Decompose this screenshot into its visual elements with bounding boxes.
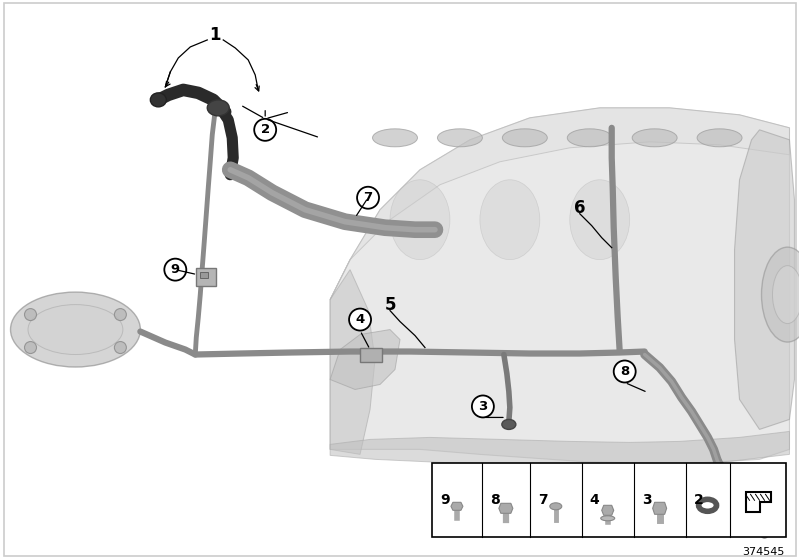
Circle shape — [472, 395, 494, 417]
Ellipse shape — [567, 129, 612, 147]
Ellipse shape — [207, 100, 230, 116]
Ellipse shape — [601, 516, 614, 521]
Text: 9: 9 — [440, 493, 450, 507]
Circle shape — [114, 342, 126, 353]
Ellipse shape — [502, 419, 516, 430]
Circle shape — [164, 259, 186, 281]
Text: 8: 8 — [620, 365, 630, 378]
Ellipse shape — [502, 129, 547, 147]
Ellipse shape — [697, 129, 742, 147]
Circle shape — [614, 361, 636, 382]
Text: 3: 3 — [478, 400, 487, 413]
Bar — [196, 268, 216, 286]
Ellipse shape — [480, 180, 540, 260]
Circle shape — [25, 309, 37, 320]
Ellipse shape — [10, 292, 140, 367]
Ellipse shape — [28, 305, 123, 354]
Polygon shape — [602, 505, 614, 515]
Ellipse shape — [570, 180, 630, 260]
Polygon shape — [653, 502, 666, 514]
Text: 7: 7 — [538, 493, 547, 507]
Polygon shape — [330, 329, 400, 389]
Polygon shape — [746, 492, 771, 512]
Polygon shape — [330, 431, 790, 465]
Polygon shape — [451, 502, 463, 510]
Text: 2: 2 — [261, 123, 270, 136]
Polygon shape — [499, 503, 513, 514]
Circle shape — [357, 186, 379, 209]
Ellipse shape — [150, 93, 166, 107]
Bar — [432, 463, 786, 537]
Circle shape — [114, 309, 126, 320]
Ellipse shape — [632, 129, 677, 147]
Text: 4: 4 — [355, 313, 365, 326]
Circle shape — [349, 309, 371, 330]
Polygon shape — [330, 108, 790, 300]
Text: 4: 4 — [590, 493, 599, 507]
Bar — [360, 348, 382, 362]
Polygon shape — [330, 269, 375, 454]
Text: 7: 7 — [363, 191, 373, 204]
Text: 5: 5 — [384, 296, 396, 314]
Ellipse shape — [390, 180, 450, 260]
Polygon shape — [734, 130, 794, 430]
Bar — [200, 272, 208, 278]
Polygon shape — [330, 108, 790, 464]
Circle shape — [254, 119, 276, 141]
Text: 2: 2 — [694, 493, 703, 507]
Text: 374545: 374545 — [742, 547, 785, 557]
Circle shape — [25, 342, 37, 353]
Text: 9: 9 — [170, 263, 180, 276]
Ellipse shape — [773, 265, 800, 324]
Ellipse shape — [438, 129, 482, 147]
Ellipse shape — [550, 503, 562, 510]
Text: 1: 1 — [210, 26, 221, 44]
Text: 6: 6 — [574, 199, 586, 217]
Ellipse shape — [373, 129, 418, 147]
Text: 8: 8 — [490, 493, 500, 507]
Text: 3: 3 — [642, 493, 651, 507]
Ellipse shape — [762, 247, 800, 342]
